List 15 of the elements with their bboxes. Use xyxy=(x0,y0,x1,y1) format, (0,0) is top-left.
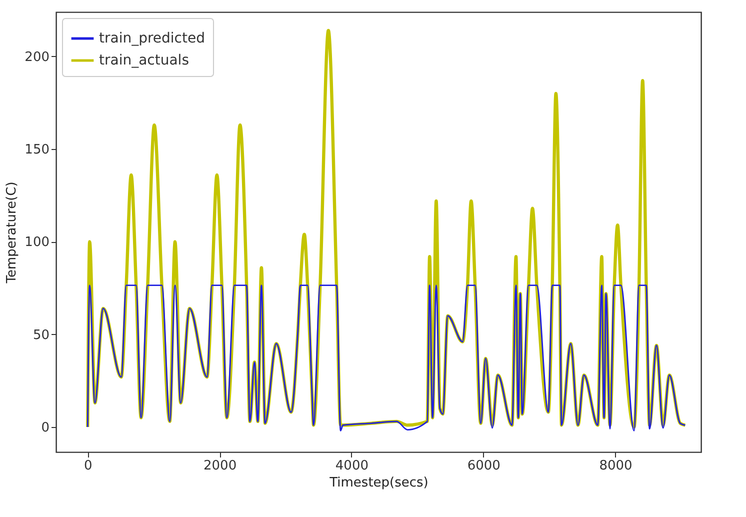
y-axis-title: Temperature(C) xyxy=(4,182,20,284)
legend-label: train_predicted xyxy=(99,30,205,46)
legend-label: train_actuals xyxy=(99,52,189,68)
x-axis-title: Timestep(secs) xyxy=(328,476,428,490)
x-tick-label: 8000 xyxy=(599,458,632,474)
x-tick-label: 6000 xyxy=(467,458,500,474)
x-tick-label: 2000 xyxy=(204,458,237,474)
y-tick-label: 50 xyxy=(32,328,50,343)
y-tick-label: 100 xyxy=(24,235,50,250)
line-series xyxy=(86,284,686,432)
y-tick-label: 200 xyxy=(24,50,50,65)
x-tick-label: 4000 xyxy=(335,458,369,474)
y-tick-label: 150 xyxy=(24,142,50,158)
y-tick-label: 0 xyxy=(41,420,50,436)
x-tick-label: 0 xyxy=(84,458,92,474)
